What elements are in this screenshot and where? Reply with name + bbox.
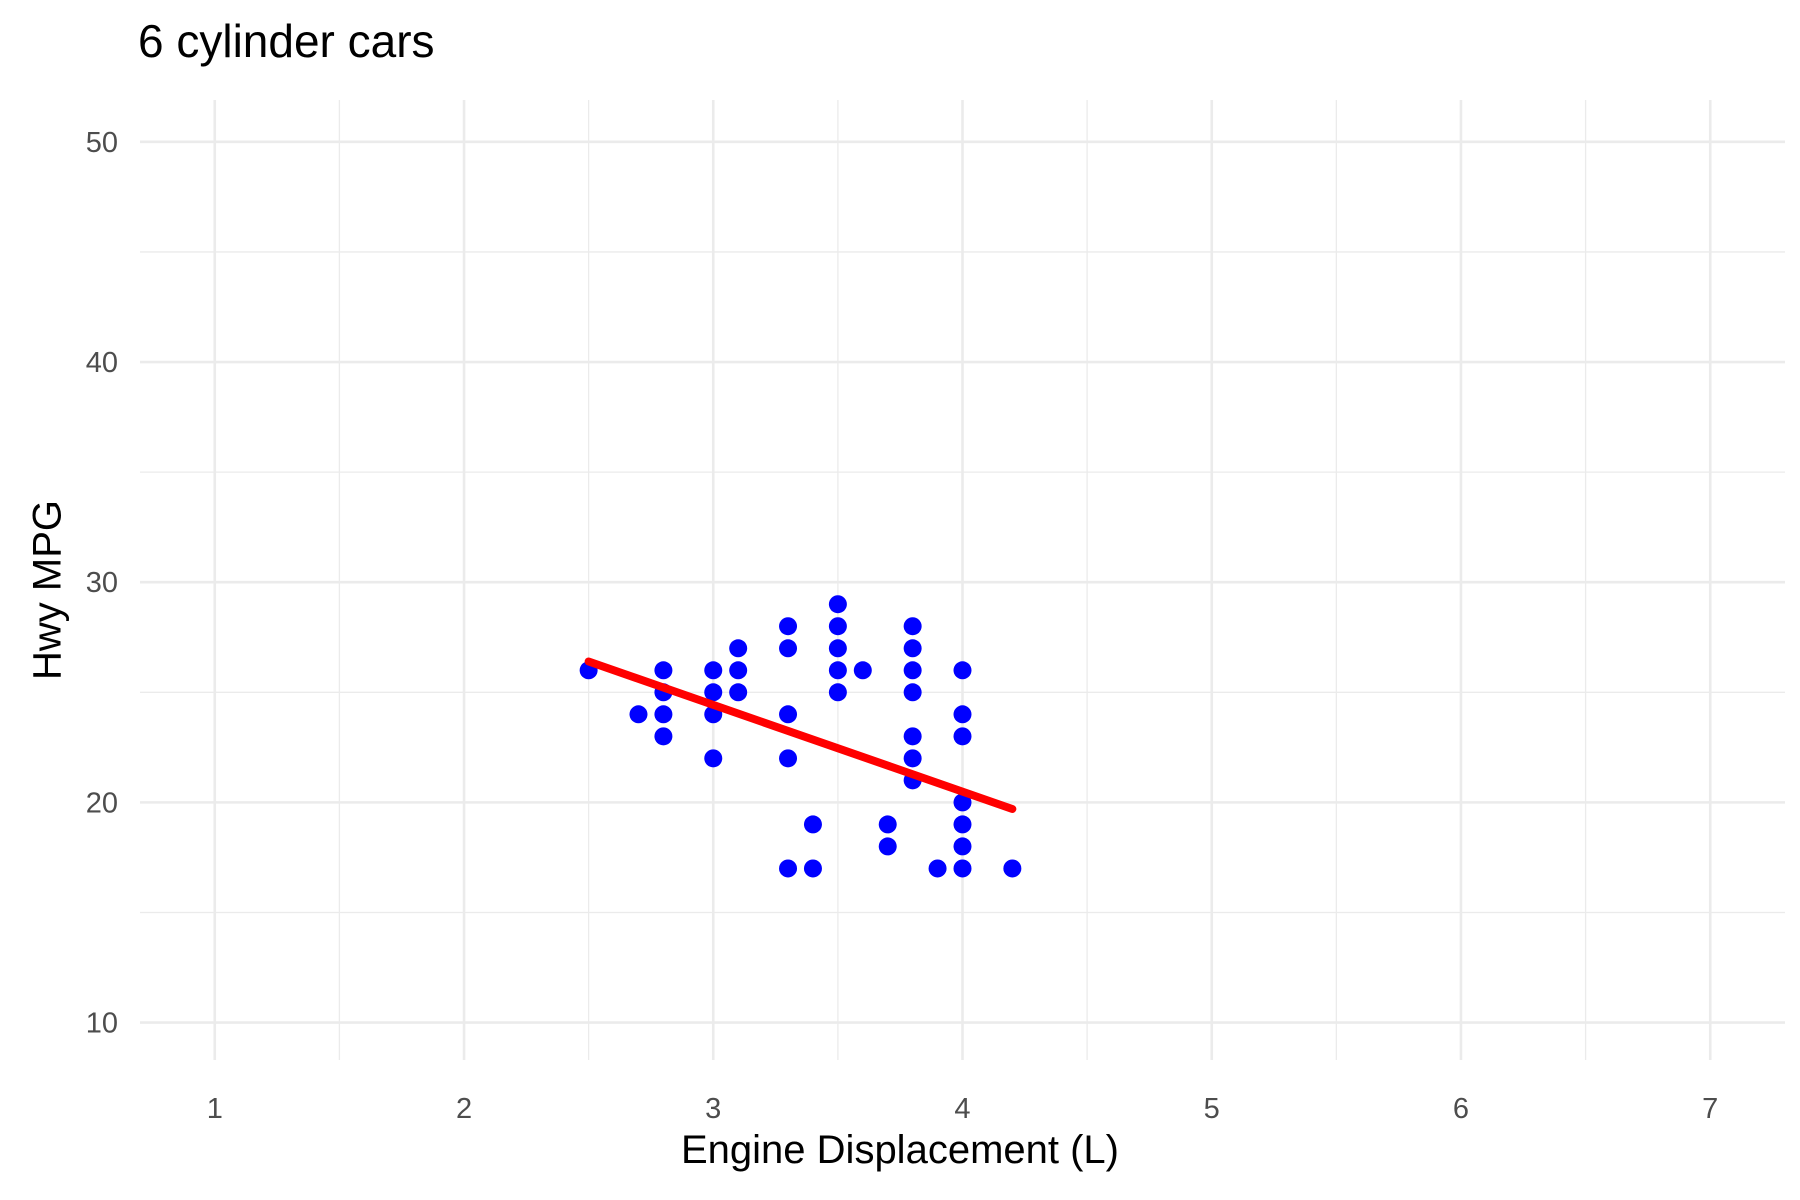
y-tick-label: 30 xyxy=(86,567,118,599)
data-point xyxy=(828,595,847,614)
x-axis-label: Engine Displacement (L) xyxy=(681,1128,1119,1172)
data-point xyxy=(779,705,798,724)
data-point xyxy=(779,617,798,636)
data-point xyxy=(654,705,673,724)
data-point xyxy=(928,859,947,878)
data-point xyxy=(903,727,922,746)
y-tick-label: 10 xyxy=(86,1008,118,1040)
data-point xyxy=(903,683,922,702)
data-point xyxy=(779,859,798,878)
data-point xyxy=(953,793,972,812)
data-point xyxy=(828,639,847,658)
data-point xyxy=(878,837,897,856)
data-point xyxy=(953,705,972,724)
data-point xyxy=(803,859,822,878)
data-point xyxy=(654,661,673,680)
y-tick-label: 50 xyxy=(86,127,118,159)
data-point xyxy=(903,749,922,768)
data-point xyxy=(903,617,922,636)
data-point xyxy=(953,661,972,680)
data-point xyxy=(953,837,972,856)
data-point xyxy=(903,661,922,680)
y-axis-label: Hwy MPG xyxy=(25,500,70,680)
data-point xyxy=(803,815,822,834)
data-point xyxy=(729,639,748,658)
data-point xyxy=(828,661,847,680)
data-point xyxy=(828,617,847,636)
data-point xyxy=(828,683,847,702)
x-tick-label: 4 xyxy=(954,1093,970,1125)
x-tick-label: 2 xyxy=(456,1093,472,1125)
chart-title: 6 cylinder cars xyxy=(138,15,435,67)
data-point xyxy=(903,639,922,658)
x-tick-label: 1 xyxy=(207,1093,223,1125)
trend-line xyxy=(584,657,1017,813)
data-point xyxy=(779,749,798,768)
data-point xyxy=(779,639,798,658)
data-point xyxy=(704,683,723,702)
data-point xyxy=(654,727,673,746)
data-point xyxy=(729,683,748,702)
data-point xyxy=(953,727,972,746)
y-tick-label: 20 xyxy=(86,787,118,819)
x-tick-label: 7 xyxy=(1702,1093,1718,1125)
x-tick-label: 3 xyxy=(705,1093,721,1125)
y-tick-label: 40 xyxy=(86,347,118,379)
data-point xyxy=(704,749,723,768)
data-point xyxy=(704,661,723,680)
x-tick-label: 6 xyxy=(1453,1093,1469,1125)
data-point xyxy=(953,815,972,834)
data-point xyxy=(853,661,872,680)
data-point xyxy=(629,705,648,724)
data-point xyxy=(953,859,972,878)
data-point xyxy=(729,661,748,680)
data-point xyxy=(878,815,897,834)
x-tick-label: 5 xyxy=(1204,1093,1220,1125)
data-point xyxy=(1003,859,1022,878)
